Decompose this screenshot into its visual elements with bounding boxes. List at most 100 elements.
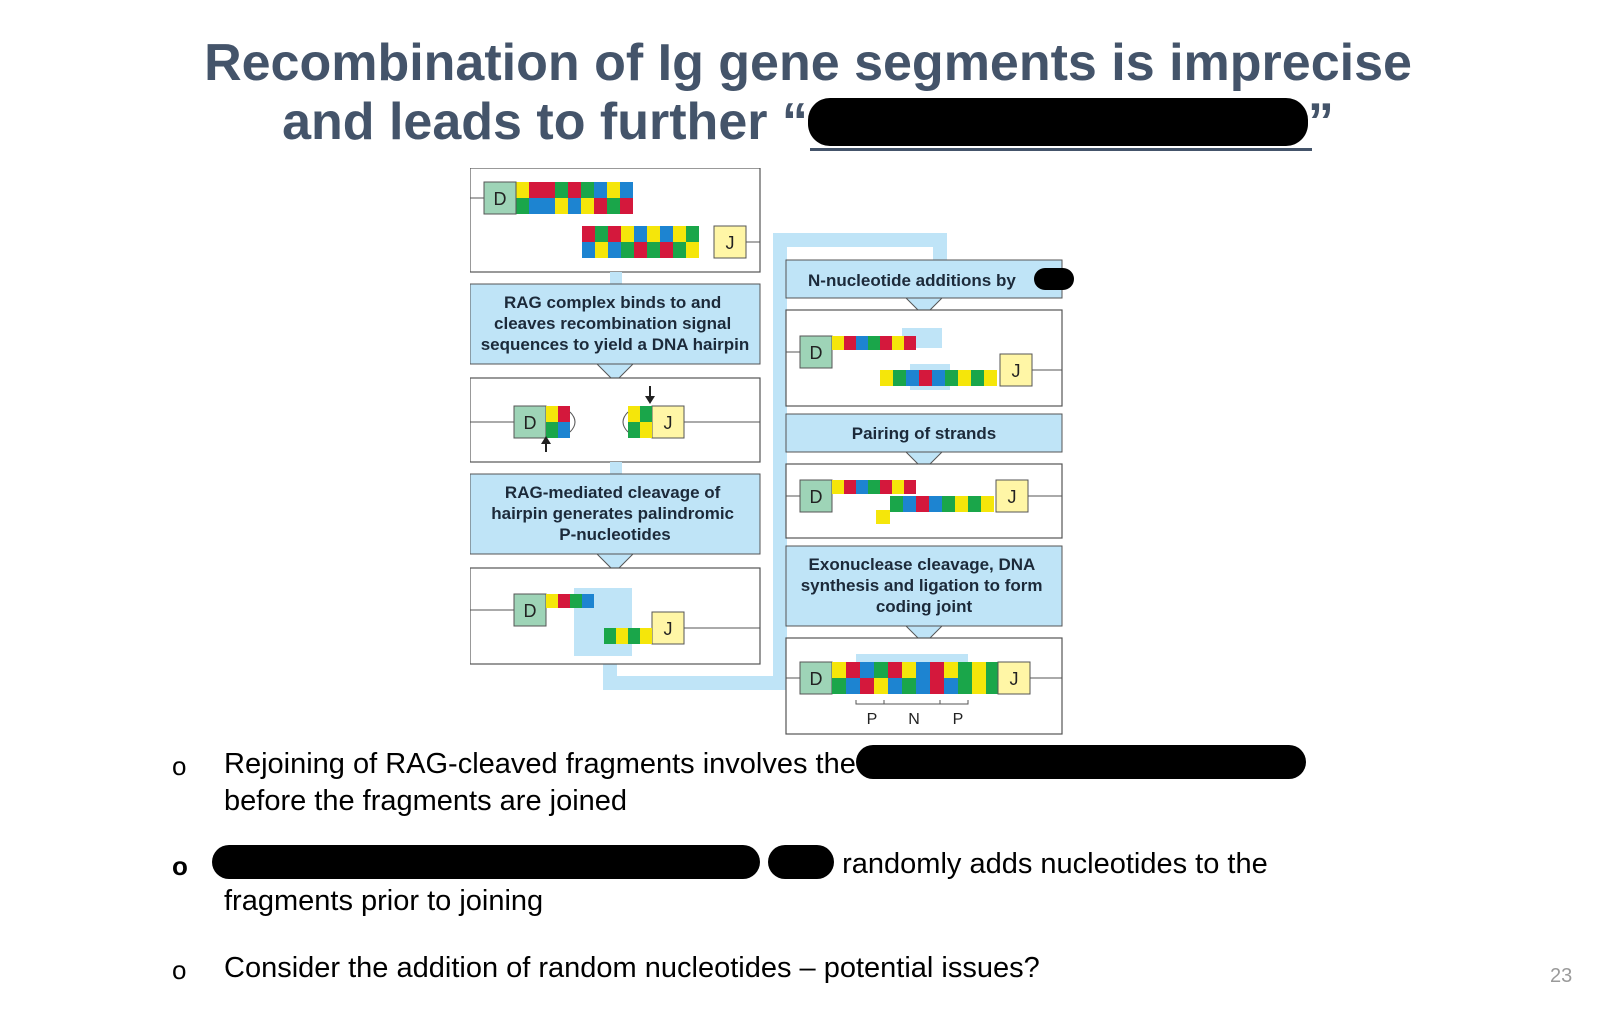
nucleotide-block	[929, 496, 942, 512]
nucleotide-block	[942, 496, 955, 512]
nucleotide-block	[971, 370, 984, 386]
nucleotide-block	[620, 182, 633, 198]
nucleotide-block	[981, 496, 994, 512]
nucleotide-block	[621, 226, 634, 242]
redaction-bar	[768, 845, 835, 880]
svg-text:J: J	[1012, 361, 1021, 381]
svg-text:D: D	[524, 413, 537, 433]
strand-j-top	[582, 226, 699, 258]
nucleotide-block	[568, 198, 581, 214]
nucleotide-block	[856, 480, 868, 494]
step-p-nucleotides-text: RAG-mediated cleavage of hairpin generat…	[491, 483, 739, 544]
nucleotide-block	[958, 370, 971, 386]
bullet-text: Rejoining of RAG-cleaved fragments invol…	[224, 748, 856, 780]
step-ligation-text: Exonuclease cleavage, DNA synthesis and …	[801, 555, 1048, 616]
nucleotide-block	[607, 182, 620, 198]
nucleotide-block	[972, 662, 986, 678]
title-line2-close-quote: ”	[1307, 93, 1334, 151]
nucleotide-block	[607, 198, 620, 214]
nucleotide-block	[594, 182, 607, 198]
connector-tube	[603, 233, 947, 690]
nucleotide-block	[832, 662, 846, 678]
nucleotide-block	[595, 242, 608, 258]
nucleotide-block	[529, 182, 542, 198]
svg-text:D: D	[810, 343, 823, 363]
nucleotide-block	[944, 662, 958, 678]
strand-joint-top	[832, 662, 1000, 678]
nucleotide-block	[844, 480, 856, 494]
nucleotide-block	[686, 242, 699, 258]
step-n-additions-box	[785, 259, 1063, 299]
nucleotide-block	[903, 496, 916, 512]
bullet-text-continued: fragments prior to joining	[224, 885, 544, 917]
nucleotide-block	[555, 182, 568, 198]
nucleotide-block	[832, 480, 844, 494]
nucleotide-block	[542, 182, 555, 198]
bullet-marker: o	[172, 751, 187, 781]
nucleotide-block	[860, 662, 874, 678]
nucleotide-block	[568, 182, 581, 198]
nucleotide-block	[542, 198, 555, 214]
nucleotide-block	[844, 336, 856, 350]
p-label-right: P	[953, 711, 964, 728]
step-ligation-box	[785, 545, 1063, 627]
nucleotide-block	[880, 370, 893, 386]
nucleotide-block	[860, 678, 874, 694]
bullet-text: Consider the addition of random nucleoti…	[224, 952, 1040, 984]
nucleotide-block	[986, 662, 1000, 678]
nucleotide-block	[958, 678, 972, 694]
nucleotide-block	[582, 242, 595, 258]
nucleotide-block	[874, 662, 888, 678]
title-line2-text: and leads to further “	[282, 93, 808, 151]
bullet-text-continued: before the fragments are joined	[224, 785, 628, 817]
nucleotide-block	[916, 662, 930, 678]
redaction-bar	[1034, 268, 1074, 290]
nucleotide-block	[892, 336, 904, 350]
nucleotide-block	[888, 662, 902, 678]
nucleotide-block	[893, 370, 906, 386]
nucleotide-block	[955, 496, 968, 512]
nucleotide-block	[634, 242, 647, 258]
p-label-left: P	[867, 711, 878, 728]
nucleotide-block	[958, 662, 972, 678]
svg-text:D: D	[810, 487, 823, 507]
nucleotide-block	[945, 370, 958, 386]
title-underline	[810, 148, 1312, 151]
nucleotide-block	[582, 226, 595, 242]
nucleotide-block	[972, 678, 986, 694]
nucleotide-block	[902, 662, 916, 678]
segment-d-box	[483, 181, 517, 215]
nucleotide-block	[874, 678, 888, 694]
nucleotide-block	[832, 678, 846, 694]
nucleotide-block	[660, 242, 673, 258]
svg-text:J: J	[1010, 669, 1019, 689]
n-label: N	[908, 711, 920, 728]
nucleotide-block	[516, 182, 529, 198]
bullet-marker: o	[172, 955, 187, 985]
svg-text:D: D	[810, 669, 823, 689]
nucleotide-block	[673, 242, 686, 258]
svg-text:J: J	[664, 619, 673, 639]
bullet-marker: o	[172, 851, 188, 881]
nucleotide-block	[880, 336, 892, 350]
nucleotide-block	[902, 678, 916, 694]
nucleotide-block	[880, 480, 892, 494]
nucleotide-block	[595, 226, 608, 242]
nucleotide-block	[932, 370, 945, 386]
strand-paired-bottom	[890, 496, 994, 512]
slide-title-line2: and leads to further “ ”	[0, 92, 1616, 152]
nucleotide-block	[594, 198, 607, 214]
nucleotide-block	[621, 242, 634, 258]
nucleotide-block	[984, 370, 997, 386]
nucleotide-block	[904, 336, 916, 350]
redaction-bar	[855, 745, 1306, 780]
step-pairing-box	[785, 413, 1063, 453]
strand-d-top	[516, 182, 633, 214]
nucleotide-block	[916, 678, 930, 694]
svg-text:J: J	[664, 413, 673, 433]
nucleotide-block	[832, 336, 844, 350]
step-n-additions-text: N-nucleotide additions by	[808, 271, 1016, 290]
segment-j-label: J	[726, 233, 735, 253]
step-rag-binding-box	[469, 283, 761, 365]
bullet-text: randomly adds nucleotides to the	[842, 848, 1268, 880]
